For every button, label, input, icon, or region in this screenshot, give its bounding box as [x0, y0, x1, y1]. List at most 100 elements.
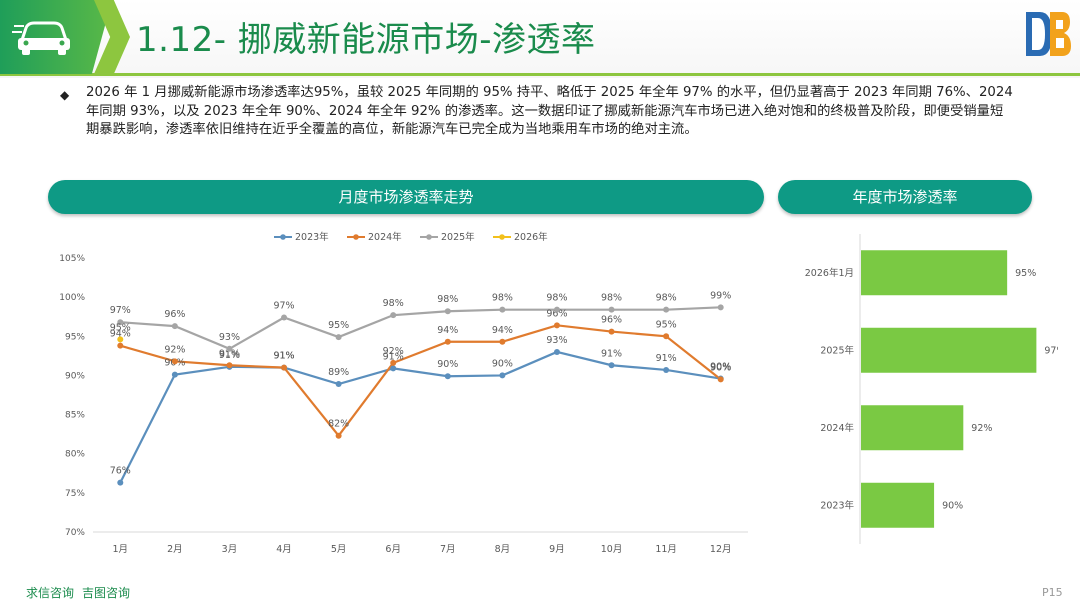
- category-label: 2026年1月: [805, 267, 854, 279]
- bar: [861, 250, 1008, 296]
- x-tick-label: 4月: [276, 544, 292, 555]
- data-label: 98%: [601, 293, 622, 304]
- data-label: 91%: [219, 348, 240, 359]
- legend-entry: 2023年: [274, 231, 329, 243]
- data-label: 93%: [546, 335, 567, 346]
- y-tick-label: 90%: [65, 371, 85, 381]
- data-label: 91%: [656, 353, 677, 364]
- page-number: P15: [1042, 586, 1063, 599]
- data-point: [171, 323, 178, 330]
- data-label: 91%: [383, 351, 404, 362]
- x-tick-label: 6月: [385, 544, 401, 555]
- data-label: 94%: [492, 325, 513, 336]
- x-tick-label: 3月: [222, 544, 238, 555]
- legend-entry: 2024年: [347, 231, 402, 243]
- data-label: 97%: [273, 300, 294, 311]
- source-credit: 求信咨询 吉图咨询: [26, 584, 138, 601]
- source-label-2: 吉图咨询: [82, 586, 131, 600]
- data-label: 96%: [601, 315, 622, 326]
- y-tick-label: 85%: [65, 411, 85, 421]
- data-label: 95%: [328, 320, 349, 331]
- x-tick-label: 10月: [601, 544, 623, 555]
- monthly-line-chart: 70% 75% 80% 85% 90% 95% 100% 105% 1月 2月 3月 4月 5月 6月 7月…: [48, 220, 764, 564]
- car-icon: [12, 21, 70, 55]
- x-tick-label: 12月: [710, 544, 732, 555]
- yearly-panel-title: 年度市场渗透率: [778, 180, 1032, 214]
- data-label: 90%: [710, 362, 731, 373]
- data-label: 92%: [164, 344, 185, 355]
- x-tick-label: 5月: [331, 544, 347, 555]
- summary-paragraph: 2026 年 1 月挪威新能源市场渗透率达95%，虽较 2025 年同期的 95…: [86, 85, 1013, 137]
- legend-marker: [353, 234, 359, 240]
- bar: [861, 327, 1037, 373]
- data-point: [663, 333, 670, 340]
- data-point: [499, 372, 506, 379]
- x-tick-label: 2月: [167, 544, 183, 555]
- data-label: 82%: [328, 419, 349, 430]
- legend-label: 2026年: [514, 231, 548, 243]
- series-line: [119, 350, 721, 484]
- legend-label: 2025年: [441, 231, 475, 243]
- data-label: 90%: [437, 359, 458, 370]
- data-label: 94%: [437, 325, 458, 336]
- data-label: 91%: [601, 348, 622, 359]
- source-label-1: 求信咨询: [26, 586, 75, 600]
- data-point: [553, 306, 560, 313]
- legend-marker: [499, 234, 505, 240]
- data-point: [663, 306, 670, 313]
- data-point: [717, 376, 724, 383]
- data-point: [390, 365, 397, 372]
- data-point: [226, 362, 233, 369]
- data-label: 94%: [110, 329, 131, 340]
- x-tick-label: 7月: [440, 544, 456, 555]
- bar: [861, 482, 935, 528]
- header: 1.12- 挪威新能源市场-渗透率: [0, 0, 1080, 78]
- brand-logo: [1026, 12, 1071, 56]
- data-label: 91%: [219, 350, 240, 361]
- category-label: 2025年: [820, 344, 854, 356]
- data-point: [335, 432, 342, 439]
- data-label: 97%: [110, 305, 131, 316]
- data-label: 95%: [110, 322, 131, 333]
- data-label: 89%: [328, 367, 349, 378]
- bar-value-label: 95%: [1015, 268, 1036, 279]
- data-point: [390, 359, 397, 366]
- data-point: [499, 338, 506, 345]
- data-label: 93%: [219, 332, 240, 343]
- y-tick-label: 95%: [65, 332, 85, 342]
- data-point: [717, 304, 724, 311]
- legend-entry: 2025年: [420, 231, 475, 243]
- category-label: 2024年: [820, 422, 854, 434]
- data-point: [499, 306, 506, 313]
- data-label: 98%: [546, 293, 567, 304]
- series-line: [119, 324, 722, 438]
- data-label: 98%: [492, 293, 513, 304]
- series-line: [120, 306, 721, 351]
- x-tick-label: 8月: [495, 544, 511, 555]
- header-divider: [0, 73, 1080, 76]
- bar-value-label: 92%: [971, 423, 992, 434]
- header-tab: [0, 0, 112, 74]
- data-point: [444, 338, 451, 345]
- data-label: 92%: [383, 346, 404, 357]
- monthly-panel-title: 月度市场渗透率走势: [48, 180, 764, 214]
- y-tick-label: 75%: [65, 489, 85, 499]
- data-label: 91%: [273, 351, 294, 362]
- legend-marker: [426, 234, 432, 240]
- y-tick-label: 70%: [65, 528, 85, 538]
- y-tick-label: 100%: [59, 293, 85, 303]
- data-point: [608, 362, 615, 369]
- data-label: 90%: [492, 358, 513, 369]
- data-label: 99%: [710, 290, 731, 301]
- data-label: 98%: [656, 293, 677, 304]
- x-tick-label: 9月: [549, 544, 565, 555]
- bar: [861, 405, 964, 451]
- legend-entry: 2026年: [493, 231, 548, 243]
- data-label: 98%: [383, 298, 404, 309]
- data-label: 91%: [273, 351, 294, 362]
- data-label: 98%: [437, 294, 458, 305]
- y-tick-label: 105%: [59, 254, 85, 264]
- legend-marker: [280, 234, 286, 240]
- data-point: [117, 319, 124, 326]
- data-label: 90%: [710, 362, 731, 373]
